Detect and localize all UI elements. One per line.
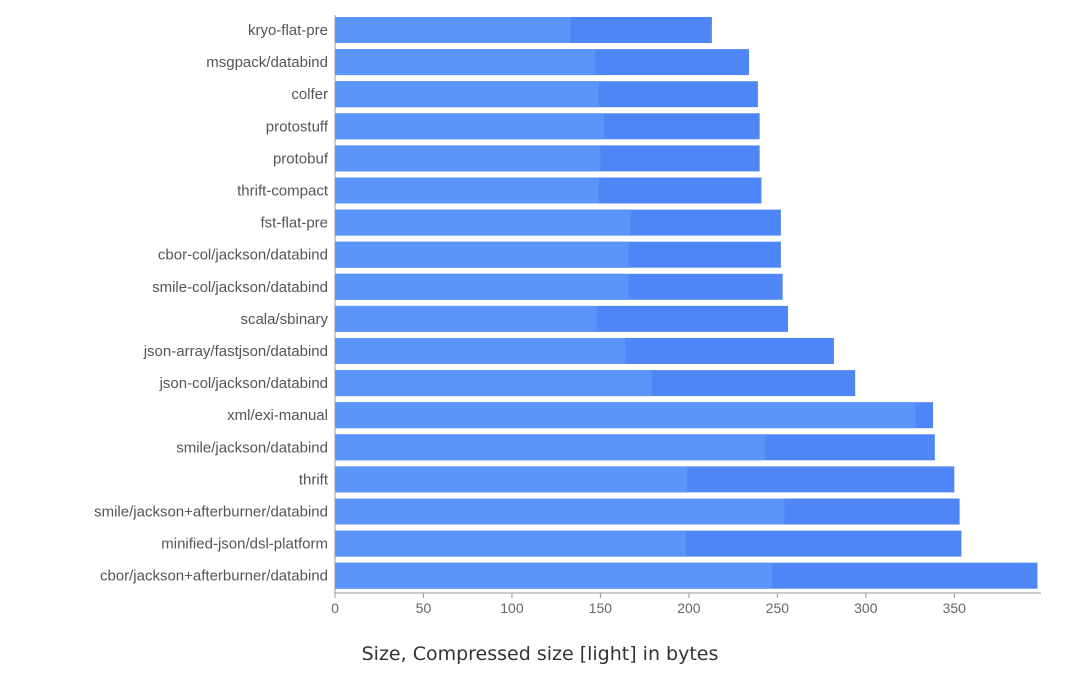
- x-tick-label: 50: [416, 600, 432, 616]
- bar-compressed: [335, 81, 599, 108]
- bar-compressed: [335, 370, 652, 397]
- bar-compressed: [335, 562, 773, 589]
- bar-compressed: [335, 305, 597, 332]
- category-label: protobuf: [273, 150, 329, 167]
- category-label: thrift-compact: [237, 183, 329, 200]
- bar-compressed: [335, 338, 626, 364]
- bar-compressed: [335, 498, 785, 525]
- bar-compressed: [335, 434, 765, 461]
- category-label: scala/sbinary: [240, 311, 328, 328]
- bar-compressed: [335, 241, 629, 268]
- category-label: msgpack/databind: [206, 54, 328, 71]
- x-tick-label: 300: [854, 600, 878, 616]
- bar-compressed: [335, 273, 629, 300]
- category-label: thrift: [299, 471, 329, 488]
- bar-chart: kryo-flat-pre msgpack/databind colfer proto…: [94, 15, 1041, 616]
- x-tick-label: 100: [500, 600, 524, 616]
- x-tick-label: 0: [331, 600, 339, 616]
- category-label: smile/jackson+afterburner/databind: [94, 504, 328, 521]
- x-tick-label: 250: [766, 600, 790, 616]
- bar-compressed: [335, 402, 916, 429]
- x-tick-label: 150: [589, 600, 613, 616]
- x-tick-label: 350: [943, 600, 967, 616]
- category-label: protostuff: [266, 118, 329, 135]
- category-label: xml/exi-manual: [227, 407, 328, 424]
- bar-compressed: [335, 17, 571, 43]
- category-label: json-col/jackson/databind: [159, 375, 328, 392]
- bar-compressed: [335, 113, 604, 140]
- bar-compressed: [335, 177, 599, 204]
- category-label: smile-col/jackson/databind: [152, 279, 328, 296]
- category-label: cbor/jackson+afterburner/databind: [100, 568, 328, 585]
- category-label: json-array/fastjson/databind: [143, 343, 328, 360]
- chart-area: kryo-flat-pre msgpack/databind colfer proto…: [94, 15, 1041, 616]
- bar-compressed: [335, 209, 631, 236]
- bar-compressed: [335, 530, 686, 557]
- category-label: minified-json/dsl-platform: [161, 536, 328, 553]
- bar-compressed: [335, 145, 601, 172]
- bar-compressed: [335, 49, 596, 76]
- bar-compressed: [335, 466, 688, 493]
- category-label: smile/jackson/databind: [176, 439, 328, 456]
- x-tick-label: 200: [677, 600, 701, 616]
- category-label: cbor-col/jackson/databind: [158, 247, 328, 264]
- category-label: kryo-flat-pre: [248, 22, 328, 39]
- category-label: colfer: [291, 86, 328, 103]
- category-label: fst-flat-pre: [260, 215, 328, 232]
- chart-caption: Size, Compressed size [light] in bytes: [361, 643, 719, 665]
